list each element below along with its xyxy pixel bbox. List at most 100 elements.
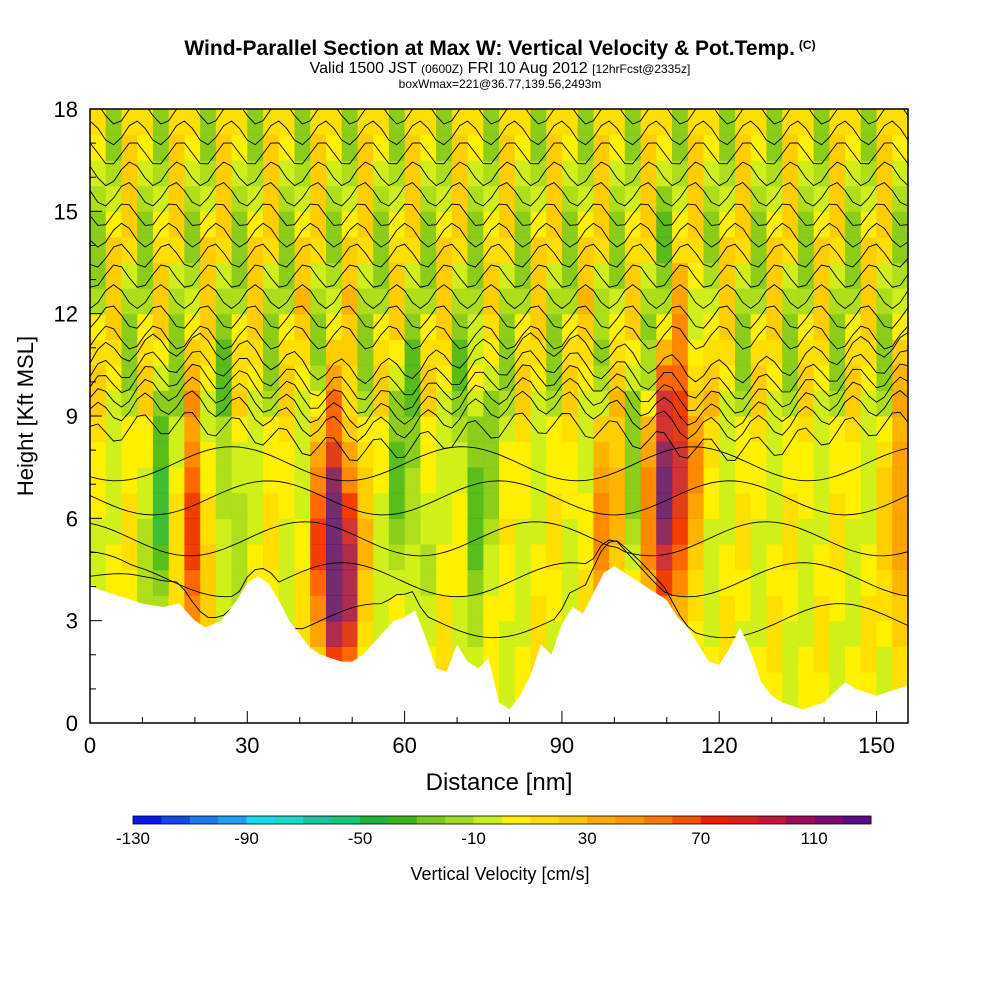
velocity-cell [782,441,799,468]
velocity-cell [609,364,626,391]
velocity-cell [404,160,421,187]
velocity-cell [436,595,453,622]
velocity-cell [719,620,736,647]
velocity-cell [750,390,767,417]
velocity-cell [121,518,138,545]
velocity-cell [609,416,626,443]
velocity-cell [121,467,138,494]
velocity-cell [719,236,736,264]
velocity-cell [373,518,390,545]
x-tick-label: 60 [392,733,416,758]
velocity-cell [388,569,406,596]
velocity-cell [467,441,484,468]
velocity-cell [845,646,862,673]
velocity-cell [420,467,437,494]
velocity-cell [766,569,783,596]
velocity-cell [451,518,469,545]
velocity-cell [514,211,531,238]
velocity-cell [766,288,783,315]
velocity-cell [231,211,248,238]
velocity-cell [593,236,610,264]
velocity-cell [357,492,374,519]
velocity-cell [797,211,815,238]
velocity-cell [105,109,122,136]
velocity-cell [703,390,720,417]
velocity-cell [892,646,908,673]
velocity-cell [247,339,264,366]
velocity-cell [514,543,531,571]
velocity-cell [561,288,579,315]
velocity-cell [436,211,453,238]
velocity-cell [640,109,657,136]
velocity-cell [656,492,673,519]
velocity-cell [797,671,815,698]
velocity-cell [451,134,469,161]
velocity-cell [451,262,469,289]
velocity-cell [892,595,908,622]
velocity-cell [294,339,311,366]
velocity-cell [782,518,799,545]
velocity-cell [373,543,390,571]
velocity-cell [105,339,122,366]
velocity-cell [687,569,705,596]
velocity-cell [624,416,642,443]
velocity-cell [672,569,689,596]
velocity-cell [200,109,217,136]
velocity-cell [404,134,421,161]
velocity-cell [105,313,122,340]
velocity-cell [561,236,579,264]
velocity-cell [310,467,327,494]
velocity-cell [624,441,642,468]
velocity-cell [719,467,736,494]
velocity-cell [892,288,908,315]
velocity-cell [672,364,689,391]
velocity-cell [530,339,547,366]
colorbar-swatch [133,816,162,824]
velocity-cell [137,160,154,187]
velocity-cell [90,441,107,468]
velocity-cell [294,236,311,264]
velocity-cell [247,441,264,468]
velocity-cell [609,288,626,315]
velocity-cell [860,185,878,212]
velocity-cell [624,109,642,136]
velocity-cell [703,620,720,647]
velocity-cell [90,211,107,238]
velocity-cell [719,518,736,545]
velocity-cell [766,416,783,443]
velocity-cell [152,236,170,264]
velocity-cell [719,569,736,596]
velocity-cell [672,492,689,519]
velocity-cell [341,543,358,571]
velocity-cell [247,364,264,391]
velocity-cell [561,518,579,545]
velocity-cell [168,185,185,212]
chart-title: Wind-Parallel Section at Max W: Vertical… [0,37,1000,61]
velocity-cell [892,185,908,212]
velocity-cell [388,595,406,622]
isentrope-line [90,446,908,482]
colorbar-tick-label: 110 [801,829,828,848]
velocity-cell [231,109,248,136]
colorbar-swatch [729,816,758,824]
isentrope-line [90,203,908,226]
velocity-cell [609,211,626,238]
velocity-cell [797,313,815,340]
velocity-cell [483,492,500,519]
velocity-cell [546,134,563,161]
velocity-cell [341,109,358,136]
velocity-cell [782,160,799,187]
velocity-cell [310,595,327,622]
velocity-cell [546,569,563,596]
velocity-cell [420,339,437,366]
velocity-cell [326,492,343,519]
velocity-cell [357,595,374,622]
velocity-cell [231,236,248,264]
velocity-cell [184,262,201,289]
isentrope-line [90,284,908,310]
velocity-cell [703,543,720,571]
velocity-cell [184,134,201,161]
velocity-cell [247,288,264,315]
velocity-cell [687,416,705,443]
